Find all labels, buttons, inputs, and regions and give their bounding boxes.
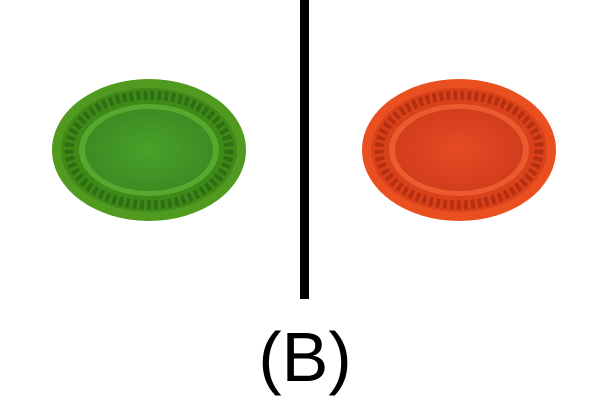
plate-center bbox=[395, 109, 523, 191]
plate-pattern-ring bbox=[64, 90, 234, 210]
green-plate bbox=[50, 77, 248, 223]
divider-line bbox=[300, 0, 309, 299]
orange-plate bbox=[360, 77, 558, 223]
plate-pattern-ring bbox=[374, 90, 544, 210]
plate-center bbox=[85, 109, 213, 191]
orange-plate-image bbox=[362, 79, 556, 221]
green-plate-image bbox=[52, 79, 246, 221]
caption-label: (B) bbox=[258, 318, 352, 396]
